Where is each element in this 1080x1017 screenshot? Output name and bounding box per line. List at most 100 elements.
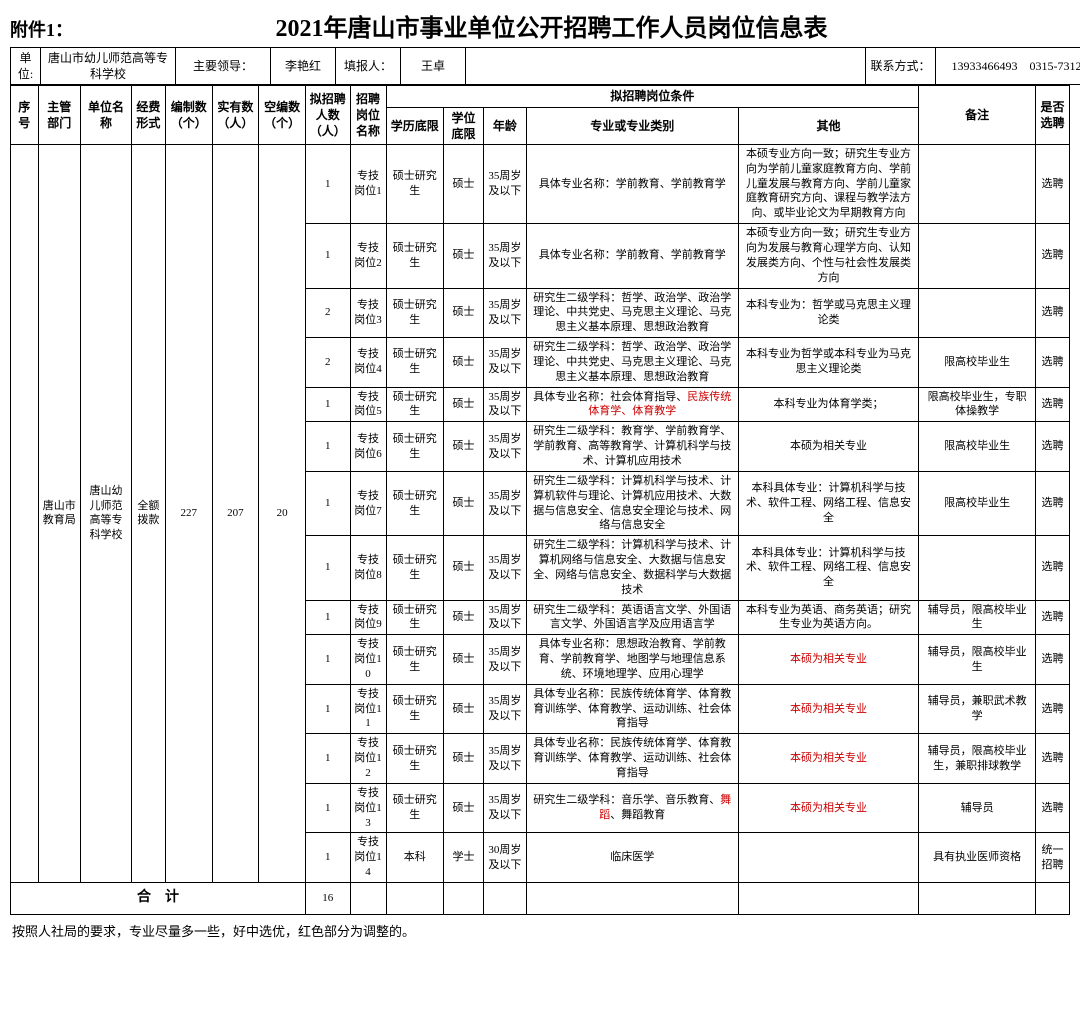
deg-cell: 硕士	[443, 387, 483, 422]
other-cell: 本硕专业方向一致；研究生专业方向为学前儿童家庭教育方向、学前儿童发展与教育方向、…	[738, 144, 918, 223]
plan-cell: 1	[305, 783, 350, 833]
meta-row: 单位: 唐山市幼儿师范高等专科学校 主要领导： 李艳红 填报人： 王卓 联系方式…	[11, 48, 1080, 85]
sel-cell: 选聘	[1035, 600, 1069, 635]
col-fund: 经费形式	[131, 86, 165, 145]
sel-cell: 选聘	[1035, 338, 1069, 388]
remark-cell	[919, 536, 1036, 600]
meta-spacer	[466, 48, 866, 85]
deg-cell: 硕士	[443, 338, 483, 388]
actual-cell: 207	[212, 144, 259, 882]
remark-cell: 限高校毕业生	[919, 338, 1036, 388]
edu-cell: 硕士研究生	[386, 338, 443, 388]
pos-cell: 专技岗位9	[350, 600, 386, 635]
major-cell: 具体专业名称：学前教育、学前教育学	[526, 224, 738, 288]
sel-cell: 选聘	[1035, 387, 1069, 422]
deg-cell: 硕士	[443, 224, 483, 288]
plan-cell: 1	[305, 684, 350, 734]
edu-cell: 硕士研究生	[386, 288, 443, 338]
total-row: 合 计16	[11, 882, 1070, 914]
col-plan: 拟招聘人数（人）	[305, 86, 350, 145]
remark-cell	[919, 224, 1036, 288]
sel-cell: 选聘	[1035, 684, 1069, 734]
other-cell: 本硕为相关专业	[738, 635, 918, 685]
footer-note: 按照人社局的要求，专业尽量多一些，好中选优，红色部分为调整的。	[10, 921, 1070, 940]
major-cell: 研究生二级学科：哲学、政治学、政治学理论、中共党史、马克思主义理论、马克思主义基…	[526, 288, 738, 338]
other-cell: 本硕为相关专业	[738, 783, 918, 833]
deg-cell: 硕士	[443, 536, 483, 600]
deg-cell: 硕士	[443, 783, 483, 833]
deg-cell: 硕士	[443, 635, 483, 685]
major-cell: 研究生二级学科：教育学、学前教育学、学前教育、高等教育学、计算机科学与技术、计算…	[526, 422, 738, 472]
sel-cell: 统一招聘	[1035, 833, 1069, 883]
edu-cell: 硕士研究生	[386, 600, 443, 635]
major-cell: 研究生二级学科：音乐学、音乐教育、舞蹈、舞蹈教育	[526, 783, 738, 833]
pos-cell: 专技岗位5	[350, 387, 386, 422]
plan-cell: 1	[305, 224, 350, 288]
remark-cell: 具有执业医师资格	[919, 833, 1036, 883]
age-cell: 35周岁及以下	[484, 471, 526, 535]
edu-cell: 硕士研究生	[386, 734, 443, 784]
pos-cell: 专技岗位7	[350, 471, 386, 535]
major-cell: 研究生二级学科：计算机科学与技术、计算机软件与理论、计算机应用技术、大数据与信息…	[526, 471, 738, 535]
col-uname: 单位名称	[81, 86, 132, 145]
age-cell: 35周岁及以下	[484, 422, 526, 472]
col-vacant: 空编数（个）	[259, 86, 306, 145]
table-head: 序号 主管部门 单位名称 经费形式 编制数（个） 实有数（人） 空编数（个） 拟…	[11, 86, 1070, 145]
filler-value: 王卓	[401, 48, 466, 85]
pos-cell: 专技岗位12	[350, 734, 386, 784]
age-cell: 35周岁及以下	[484, 600, 526, 635]
unit-label: 单位:	[11, 48, 41, 85]
edu-cell: 硕士研究生	[386, 471, 443, 535]
age-cell: 35周岁及以下	[484, 338, 526, 388]
dept-cell: 唐山市教育局	[38, 144, 80, 882]
major-cell: 临床医学	[526, 833, 738, 883]
col-cond-group: 拟招聘岗位条件	[386, 86, 919, 107]
page-title: 2021年唐山市事业单位公开招聘工作人员岗位信息表	[153, 8, 950, 43]
edu-cell: 硕士研究生	[386, 536, 443, 600]
remark-cell: 辅导员，限高校毕业生	[919, 635, 1036, 685]
table-body: 唐山市教育局唐山幼儿师范高等专科学校全额拨款227207201专技岗位1硕士研究…	[11, 144, 1070, 914]
plan-cell: 1	[305, 387, 350, 422]
total-empty	[919, 882, 1036, 914]
other-cell: 本科具体专业：计算机科学与技术、软件工程、网络工程、信息安全	[738, 536, 918, 600]
pos-cell: 专技岗位10	[350, 635, 386, 685]
plan-cell: 1	[305, 471, 350, 535]
plan-cell: 1	[305, 536, 350, 600]
major-cell: 研究生二级学科：哲学、政治学、政治学理论、中共党史、马克思主义理论、马克思主义基…	[526, 338, 738, 388]
title-row: 附件1： 2021年唐山市事业单位公开招聘工作人员岗位信息表	[10, 8, 1070, 43]
edu-cell: 硕士研究生	[386, 224, 443, 288]
age-cell: 35周岁及以下	[484, 224, 526, 288]
col-actual: 实有数（人）	[212, 86, 259, 145]
plan-cell: 2	[305, 338, 350, 388]
deg-cell: 硕士	[443, 471, 483, 535]
total-empty	[526, 882, 738, 914]
col-dept: 主管部门	[38, 86, 80, 145]
total-plan: 16	[305, 882, 350, 914]
major-cell: 具体专业名称：思想政治教育、学前教育、学前教育学、地图学与地理信息系统、环境地理…	[526, 635, 738, 685]
deg-cell: 硕士	[443, 288, 483, 338]
col-edu: 学历底限	[386, 107, 443, 144]
leader-label: 主要领导：	[176, 48, 271, 85]
remark-cell: 辅导员，兼职武术教学	[919, 684, 1036, 734]
filler-label: 填报人：	[336, 48, 401, 85]
pos-cell: 专技岗位3	[350, 288, 386, 338]
other-cell: 本科专业为英语、商务英语；研究生专业为英语方向。	[738, 600, 918, 635]
col-pos: 招聘岗位名称	[350, 86, 386, 145]
remark-cell: 限高校毕业生，专职体操教学	[919, 387, 1036, 422]
deg-cell: 学士	[443, 833, 483, 883]
sel-cell: 选聘	[1035, 144, 1069, 223]
total-empty	[484, 882, 526, 914]
pos-cell: 专技岗位6	[350, 422, 386, 472]
total-empty	[386, 882, 443, 914]
other-cell: 本科专业为：哲学或马克思主义理论类	[738, 288, 918, 338]
remark-cell: 辅导员，限高校毕业生，兼职排球教学	[919, 734, 1036, 784]
deg-cell: 硕士	[443, 600, 483, 635]
age-cell: 35周岁及以下	[484, 783, 526, 833]
contact-label: 联系方式：	[866, 48, 936, 85]
total-empty	[443, 882, 483, 914]
plan-cell: 1	[305, 422, 350, 472]
pos-cell: 专技岗位1	[350, 144, 386, 223]
other-cell: 本硕为相关专业	[738, 734, 918, 784]
edu-cell: 本科	[386, 833, 443, 883]
remark-cell: 限高校毕业生	[919, 471, 1036, 535]
